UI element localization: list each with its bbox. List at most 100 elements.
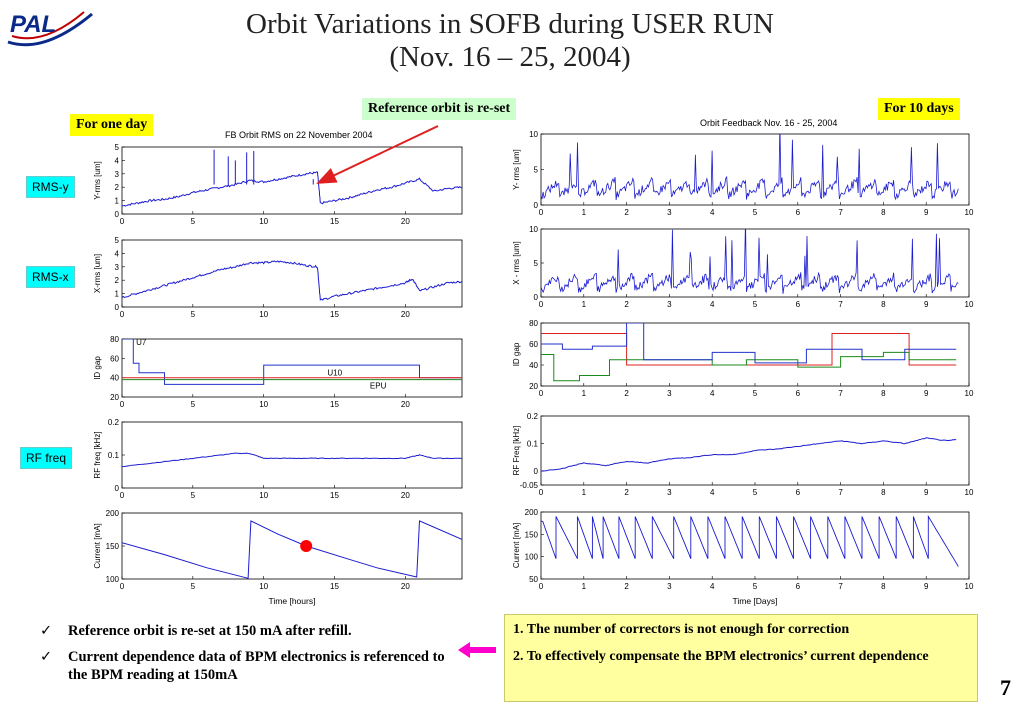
- right-plot-title: Orbit Feedback Nov. 16 - 25, 2004: [700, 118, 838, 128]
- x-tick-label: 10: [259, 491, 268, 500]
- x-tick-label: 5: [753, 208, 758, 217]
- ten-days-callout: For 10 days: [878, 98, 960, 120]
- x-tick-label: 5: [753, 582, 758, 591]
- plot-traces: [122, 149, 462, 207]
- x-tick-label: 10: [965, 208, 974, 217]
- y-tick-label: 5: [534, 166, 539, 175]
- y-tick-label: 4: [115, 156, 120, 165]
- y-tick-label: 20: [110, 393, 119, 402]
- x-tick-label: 10: [965, 389, 974, 398]
- y-tick-label: 50: [529, 575, 538, 584]
- x-tick-label: 8: [881, 389, 886, 398]
- pal-logo: PAL: [4, 6, 96, 48]
- rms-trace: [541, 134, 959, 201]
- x-tick-label: 0: [120, 217, 125, 226]
- x-tick-label: 8: [881, 488, 886, 497]
- y-tick-label: 0: [115, 303, 120, 312]
- y-tick-label: 20: [529, 382, 538, 391]
- y-tick-label: 3: [115, 170, 120, 179]
- x-axis-label: Time [hours]: [269, 596, 316, 606]
- title-line-1: Orbit Variations in SOFB during USER RUN: [246, 8, 774, 40]
- series-line: [122, 339, 462, 385]
- x-tick-label: 1: [582, 582, 587, 591]
- x-tick-label: 3: [667, 582, 672, 591]
- x-tick-label: 6: [796, 488, 801, 497]
- y-tick-label: 0: [115, 210, 120, 219]
- x-axis-label: Time [Days]: [732, 596, 777, 606]
- x-tick-label: 5: [191, 310, 196, 319]
- y-tick-label: 0.1: [108, 451, 120, 460]
- x-tick-label: 1: [582, 488, 587, 497]
- plot-traces: [122, 452, 462, 468]
- note-2: 2. To effectively compensate the BPM ele…: [513, 649, 929, 664]
- x-tick-label: 0: [539, 208, 544, 217]
- x-tick-label: 10: [965, 300, 974, 309]
- plot-traces: [122, 260, 462, 301]
- x-tick-label: 1: [582, 389, 587, 398]
- y-tick-label: 1: [115, 290, 120, 299]
- y-tick-label: 200: [525, 508, 539, 517]
- x-tick-label: 20: [401, 400, 410, 409]
- plot-frame: [121, 146, 463, 215]
- x-tick-label: 1: [582, 208, 587, 217]
- x-tick-label: 7: [838, 208, 843, 217]
- x-tick-label: 2: [624, 208, 629, 217]
- x-tick-label: 15: [330, 582, 339, 591]
- x-tick-label: 4: [710, 389, 715, 398]
- x-tick-label: 0: [539, 582, 544, 591]
- gap-annotation: U7: [136, 338, 147, 347]
- plot-frame: [121, 421, 463, 489]
- plot-traces: [122, 520, 462, 579]
- x-tick-label: 8: [881, 208, 886, 217]
- plot-traces: U7 U10 EPU: [122, 338, 462, 390]
- y-tick-label: 60: [529, 340, 538, 349]
- y-axis-label: ID gap: [512, 342, 521, 366]
- y-tick-label: 40: [110, 374, 119, 383]
- x-tick-label: 20: [401, 217, 410, 226]
- y-axis-label: ID gap: [93, 356, 102, 380]
- one-day-callout: For one day: [70, 114, 154, 136]
- x-tick-label: 0: [539, 300, 544, 309]
- y-tick-label: 0.2: [108, 418, 120, 427]
- x-tick-label: 6: [796, 208, 801, 217]
- x-tick-label: 10: [259, 400, 268, 409]
- y-axis-label: X - rms [um]: [512, 241, 521, 285]
- y-tick-label: 2: [115, 183, 120, 192]
- x-tick-label: 6: [796, 300, 801, 309]
- y-tick-label: 80: [110, 335, 119, 344]
- rms-y-label: RMS-y: [26, 176, 75, 198]
- x-tick-label: 8: [881, 582, 886, 591]
- y-tick-label: 0.2: [527, 412, 539, 421]
- y-axis-label: RF Freq [kHz]: [512, 426, 521, 476]
- x-tick-label: 7: [838, 389, 843, 398]
- y-tick-label: 10: [529, 225, 538, 234]
- x-tick-label: 5: [191, 400, 196, 409]
- y-tick-label: 0: [115, 484, 120, 493]
- x-tick-label: 9: [924, 389, 929, 398]
- y-tick-label: 0: [534, 293, 539, 302]
- x-tick-label: 10: [259, 582, 268, 591]
- y-tick-label: 5: [115, 236, 120, 245]
- x-tick-label: 10: [965, 488, 974, 497]
- y-tick-label: 100: [525, 553, 539, 562]
- y-tick-label: 3: [115, 263, 120, 272]
- x-tick-label: 5: [191, 217, 196, 226]
- y-tick-label: 100: [106, 575, 120, 584]
- rms-trace: [541, 229, 959, 294]
- x-tick-label: 7: [838, 300, 843, 309]
- plot-traces: [541, 229, 959, 294]
- y-tick-label: 80: [529, 319, 538, 328]
- reset-arrow: [316, 125, 439, 184]
- plot-frame: [540, 133, 970, 206]
- plot-traces: [541, 514, 959, 567]
- rf-freq-label: RF freq: [20, 447, 73, 469]
- y-tick-label: 5: [115, 143, 120, 152]
- left-plot-title: FB Orbit RMS on 22 November 2004: [225, 130, 373, 140]
- svg-text:PAL: PAL: [10, 11, 56, 38]
- current-trace: [541, 514, 959, 567]
- x-tick-label: 20: [401, 310, 410, 319]
- slide-title: Orbit Variations in SOFB during USER RUN…: [150, 8, 870, 74]
- x-tick-label: 0: [120, 582, 125, 591]
- y-tick-label: 40: [529, 361, 538, 370]
- reset-marker: [300, 540, 313, 552]
